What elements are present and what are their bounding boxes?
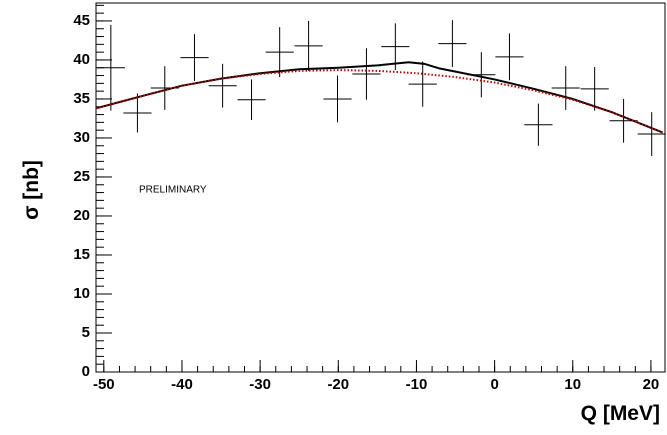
y-tick-label: 30 xyxy=(73,129,90,146)
x-tick-label: -40 xyxy=(171,376,193,393)
annotation: PRELIMINARY xyxy=(139,185,207,196)
y-tick-label: 45 xyxy=(73,12,90,29)
y-tick-label: 15 xyxy=(73,246,90,263)
x-axis-title: Q [MeV] xyxy=(581,402,660,425)
y-tick-label: 25 xyxy=(73,168,90,185)
x-tick-label: -10 xyxy=(406,376,428,393)
x-tick-label: 20 xyxy=(643,376,660,393)
x-tick-label: -50 xyxy=(93,376,115,393)
y-tick-label: 5 xyxy=(82,324,90,341)
y-tick-label: 35 xyxy=(73,90,90,107)
y-tick-label: 10 xyxy=(73,285,90,302)
curve xyxy=(95,69,664,134)
x-tick-label: 0 xyxy=(490,376,498,393)
y-tick-label: 20 xyxy=(73,207,90,224)
y-tick-label: 0 xyxy=(82,363,90,380)
x-tick-label: -30 xyxy=(249,376,271,393)
x-tick-label: 10 xyxy=(564,376,581,393)
plot-frame xyxy=(95,2,666,373)
y-axis-title: σ [nb] xyxy=(20,160,43,220)
x-tick-label: -20 xyxy=(327,376,349,393)
curve xyxy=(95,61,664,134)
y-tick-label: 40 xyxy=(73,51,90,68)
